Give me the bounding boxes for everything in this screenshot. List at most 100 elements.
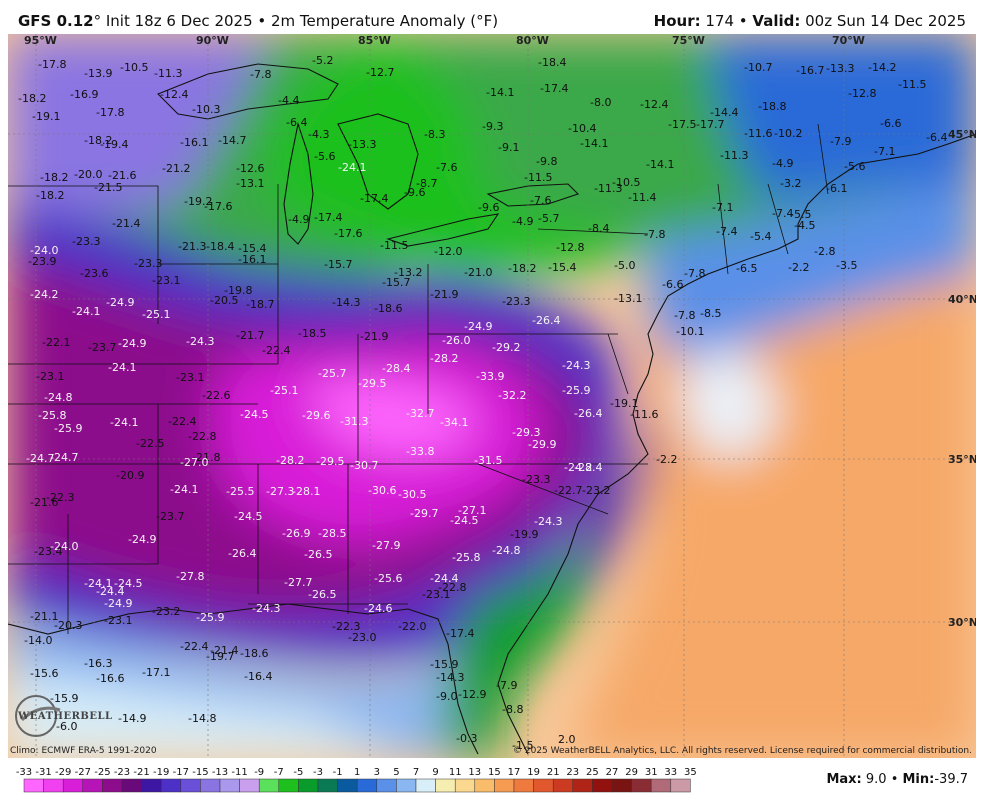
anomaly-value-label: -24.4 [96, 585, 124, 598]
anomaly-value-label: -32.7 [406, 407, 434, 420]
colorbar-swatch [494, 778, 515, 793]
anomaly-value-label: -33.8 [406, 445, 434, 458]
anomaly-value-label: -13.3 [348, 138, 376, 151]
anomaly-value-label: -26.5 [308, 588, 336, 601]
max-min-readout: Max: 9.0 • Min:-39.7 [826, 772, 968, 787]
anomaly-value-label: -13.2 [394, 266, 422, 279]
anomaly-value-label: -29.5 [316, 455, 344, 468]
colorbar-labels: -33 -31 -29 -27 -25 -23 -21 -19 -17 -15 -13 -11 -9 -7… [16, 767, 697, 778]
anomaly-value-label: -19.2 [184, 195, 212, 208]
anomaly-value-label: -7.1 [712, 201, 733, 214]
colorbar-label: 27 [606, 767, 619, 778]
anomaly-value-label: -24.9 [106, 296, 134, 309]
colorbar-label: -13 [212, 767, 228, 778]
anomaly-value-label: -18.4 [538, 56, 566, 69]
anomaly-value-label: -15.7 [382, 276, 410, 289]
latitude-label: 35°N [948, 453, 976, 466]
anomaly-value-label: -5.6 [314, 150, 335, 163]
anomaly-value-label: -11.4 [628, 191, 656, 204]
anomaly-value-label: -25.9 [562, 384, 590, 397]
colorbar-swatch [356, 778, 378, 793]
anomaly-value-label: -23.6 [80, 267, 108, 280]
colorbar-swatch [474, 778, 495, 793]
anomaly-value-label: -29.2 [492, 341, 520, 354]
colorbar-swatch [62, 778, 84, 793]
anomaly-value-label: -7.4 [716, 225, 737, 238]
anomaly-value-label: -14.3 [436, 671, 464, 684]
anomaly-value-label: -22.3 [332, 620, 360, 633]
anomaly-value-label: -18.2 [18, 92, 46, 105]
anomaly-value-label: -22.3 [46, 491, 74, 504]
anomaly-value-label: -7.4 [772, 207, 793, 220]
anomaly-value-label: -4.5 [794, 219, 815, 232]
anomaly-value-label: -9.0 [436, 690, 457, 703]
anomaly-value-label: -24.1 [108, 361, 136, 374]
colorbar-label: -33 [16, 767, 32, 778]
colorbar-swatch [82, 778, 103, 793]
anomaly-value-label: -15.6 [30, 667, 58, 680]
anomaly-value-label: -14.0 [24, 634, 52, 647]
anomaly-value-label: -12.0 [434, 245, 462, 258]
colorbar-label: 19 [527, 767, 540, 778]
anomaly-value-label: -15.4 [238, 242, 266, 255]
anomaly-value-label: -9.3 [482, 120, 503, 133]
anomaly-value-label: -18.4 [206, 240, 234, 253]
colorbar-label: 35 [684, 767, 697, 778]
anomaly-value-label: -22.5 [136, 437, 164, 450]
anomaly-value-label: -10.7 [744, 61, 772, 74]
anomaly-value-label: -16.7 [796, 64, 824, 77]
anomaly-value-label: -27.9 [372, 539, 400, 552]
anomaly-value-label: -23.3 [502, 295, 530, 308]
colorbar-swatches [23, 778, 691, 793]
longitude-label: 75°W [672, 34, 705, 47]
anomaly-value-label: -18.5 [298, 327, 326, 340]
anomaly-value-label: -30.5 [398, 488, 426, 501]
anomaly-value-label: -27.7 [284, 576, 312, 589]
anomaly-value-label: -24.7 [26, 452, 54, 465]
anomaly-value-label: -24.0 [30, 244, 58, 257]
anomaly-value-label: -14.1 [580, 137, 608, 150]
anomaly-value-label: -29.5 [358, 377, 386, 390]
anomaly-value-label: -12.7 [366, 66, 394, 79]
max-label: Max: [826, 772, 862, 787]
anomaly-value-label: -24.1 [72, 305, 100, 318]
anomaly-value-label: -17.7 [696, 118, 724, 131]
anomaly-value-label: -14.1 [646, 158, 674, 171]
colorbar-label: 13 [468, 767, 481, 778]
colorbar-swatch [258, 778, 280, 793]
anomaly-value-label: -22.8 [438, 581, 466, 594]
colorbar-swatch [317, 778, 338, 793]
anomaly-value-label: -24.3 [562, 359, 590, 372]
anomaly-value-label: 2.0 [558, 733, 576, 746]
colorbar-label: -9 [254, 767, 264, 778]
anomaly-value-label: -6.0 [56, 720, 77, 733]
anomaly-value-label: -17.4 [446, 627, 474, 640]
anomaly-value-label: -23.9 [28, 255, 56, 268]
anomaly-value-label: -11.3 [720, 149, 748, 162]
anomaly-value-label: -24.8 [44, 391, 72, 404]
anomaly-value-label: -5.0 [614, 259, 635, 272]
anomaly-value-label: -20.5 [210, 294, 238, 307]
colorbar-label: -27 [75, 767, 91, 778]
map-header: GFS 0.12° Init 18z 6 Dec 2025 • 2m Tempe… [0, 0, 984, 34]
anomaly-value-label: -18.8 [758, 100, 786, 113]
anomaly-field [8, 34, 976, 758]
anomaly-value-label: -28.5 [318, 527, 346, 540]
colorbar-label: -31 [35, 767, 51, 778]
colorbar-legend: -33 -31 -29 -27 -25 -23 -21 -19 -17 -15 -13 -11 -9 -7… [16, 767, 697, 793]
colorbar-label: 29 [625, 767, 638, 778]
anomaly-value-label: -29.9 [528, 438, 556, 451]
anomaly-value-label: -24.3 [252, 602, 280, 615]
anomaly-value-label: -24.1 [84, 577, 112, 590]
lake-huron [337, 113, 419, 210]
anomaly-value-label: -27.3 [266, 485, 294, 498]
anomaly-value-label: -21.6 [108, 169, 136, 182]
anomaly-value-label: -25.8 [38, 409, 66, 422]
anomaly-value-label: -19.4 [100, 138, 128, 151]
anomaly-value-label: -22.6 [202, 389, 230, 402]
anomaly-value-label: -28.2 [276, 454, 304, 467]
colorbar-swatch [396, 778, 417, 793]
anomaly-value-label: -22.1 [42, 336, 70, 349]
colorbar-label: -11 [231, 767, 247, 778]
anomaly-value-label: -10.5 [612, 176, 640, 189]
